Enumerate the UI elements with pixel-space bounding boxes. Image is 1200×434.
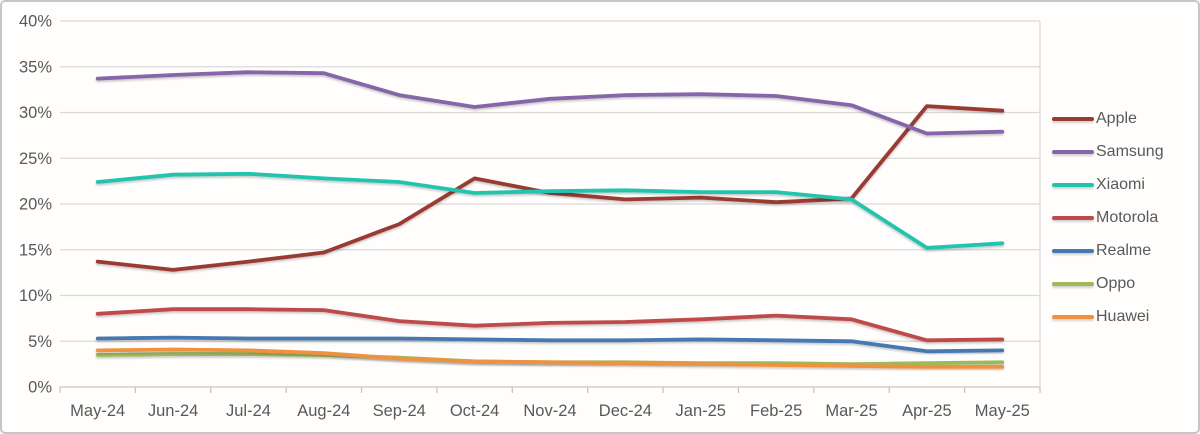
legend-item-huawei: Huawei (1052, 300, 1164, 333)
legend-item-realme: Realme (1052, 234, 1164, 267)
y-tick-label: 40% (19, 13, 52, 31)
x-tick-label: May-25 (975, 402, 1030, 420)
x-tick-label: Aug-24 (297, 402, 350, 420)
series-line-apple (95, 104, 1005, 272)
x-tick-label: Oct-24 (450, 402, 500, 420)
legend-label: Motorola (1096, 208, 1159, 226)
legend-label: Xiaomi (1096, 175, 1145, 193)
x-tick-label: Dec-24 (599, 402, 652, 420)
legend-label: Huawei (1096, 307, 1150, 325)
x-tick-label: Nov-24 (523, 402, 576, 420)
legend-line-swatch-oppo (1052, 281, 1094, 286)
series-line-realme (95, 335, 1005, 354)
x-tick-label: Jan-25 (676, 402, 726, 420)
legend-label: Apple (1096, 109, 1137, 127)
x-tick-label: Apr-25 (902, 402, 952, 420)
legend-item-apple: Apple (1052, 102, 1164, 135)
legend-item-samsung: Samsung (1052, 135, 1164, 168)
y-tick-label: 35% (19, 58, 52, 76)
legend-label: Realme (1096, 241, 1152, 259)
y-tick-label: 25% (19, 150, 52, 168)
series-line-xiaomi (95, 171, 1005, 250)
legend-line-swatch-realme (1052, 248, 1094, 253)
y-tick-label: 30% (19, 104, 52, 122)
y-tick-label: 20% (19, 196, 52, 214)
legend-label: Oppo (1096, 274, 1136, 292)
x-tick-label: May-24 (70, 402, 125, 420)
legend-line-swatch-motorola (1052, 215, 1094, 220)
y-tick-label: 5% (28, 333, 52, 351)
legend-item-oppo: Oppo (1052, 267, 1164, 300)
x-tick-label: Mar-25 (825, 402, 877, 420)
x-tick-label: Jul-24 (226, 402, 271, 420)
legend-line-swatch-samsung (1052, 149, 1094, 154)
legend-item-xiaomi: Xiaomi (1052, 168, 1164, 201)
series-line-samsung (95, 70, 1005, 136)
legend-line-swatch-xiaomi (1052, 182, 1094, 187)
legend-item-motorola: Motorola (1052, 201, 1164, 234)
y-tick-label: 15% (19, 241, 52, 259)
x-tick-label: Sep-24 (373, 402, 426, 420)
x-tick-label: Feb-25 (750, 402, 802, 420)
chart-legend: Apple Samsung Xiaomi Motorola Realme Oppo Huaw… (1052, 102, 1164, 333)
legend-label: Samsung (1096, 142, 1164, 160)
x-tick-label: Jun-24 (148, 402, 198, 420)
y-tick-label: 10% (19, 287, 52, 305)
legend-line-swatch-huawei (1052, 314, 1094, 319)
series-line-huawei (95, 347, 1005, 369)
series-line-motorola (95, 307, 1005, 343)
y-tick-label: 0% (28, 379, 52, 397)
legend-line-swatch-apple (1052, 116, 1094, 121)
